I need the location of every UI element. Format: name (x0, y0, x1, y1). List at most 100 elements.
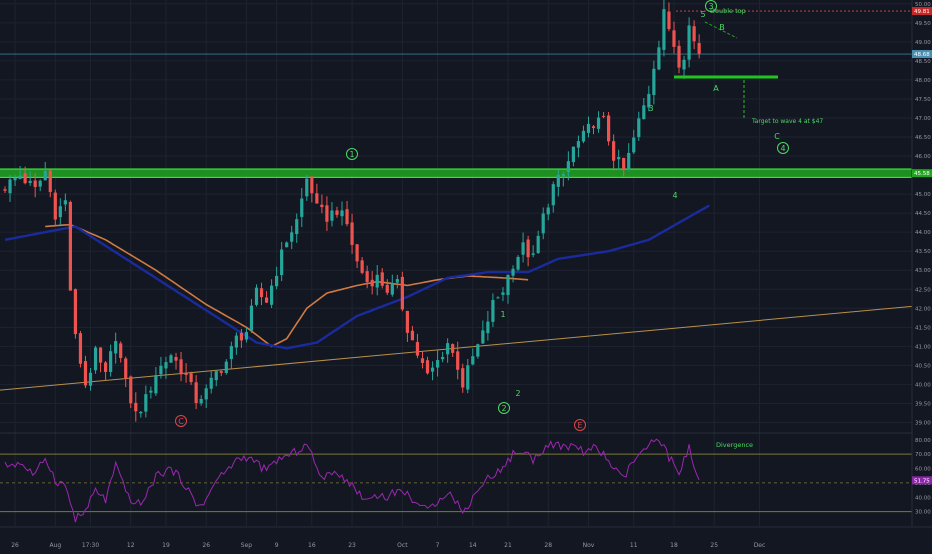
candle-body (249, 305, 254, 331)
price-tick-label: 48.50 (915, 59, 931, 65)
candle-body (149, 390, 153, 393)
price-tick-label: 41.50 (915, 325, 931, 331)
candle-body (395, 279, 399, 283)
candle-body (320, 204, 324, 208)
time-tick-label: 9 (275, 542, 279, 549)
time-tick-label: 18 (670, 542, 678, 549)
candle-body (345, 209, 349, 225)
time-tick-label: Aug (49, 542, 61, 549)
wave-label-2: 2 (515, 389, 520, 398)
candle-body (38, 180, 42, 187)
candle-body (456, 351, 460, 370)
candle-body (119, 343, 123, 358)
price-tick-label: 46.00 (915, 154, 931, 160)
candle-body (677, 45, 681, 68)
candle-body (511, 268, 515, 276)
candle-body (114, 341, 118, 354)
candle-body (521, 242, 525, 255)
price-tick-label: 49.50 (915, 21, 931, 27)
wave-label-c: C (774, 132, 780, 141)
candle-body (496, 297, 500, 299)
candle-body (154, 375, 158, 394)
price-tick-label: 50.00 (915, 2, 931, 8)
candle-body (310, 176, 314, 194)
candle-body (526, 239, 530, 258)
candle-body (642, 105, 646, 120)
candle-body (325, 205, 329, 222)
candles-layer (3, 0, 701, 422)
candle-body (385, 284, 389, 293)
candle-body (93, 347, 98, 371)
time-tick-label: Oct (397, 542, 408, 549)
time-tick-label: 28 (544, 542, 552, 549)
candle-body (13, 178, 17, 181)
candle-body (229, 346, 233, 360)
candle-body (209, 377, 213, 389)
price-tick-label: 44.50 (915, 211, 931, 217)
candle-body (300, 198, 304, 217)
candle-body (219, 371, 223, 373)
candle-body (441, 357, 445, 360)
candle-body (561, 174, 565, 177)
candle-body (586, 123, 591, 133)
candle-body (476, 344, 480, 357)
support-price-badge: 45.58 (914, 171, 930, 177)
candle-body (83, 361, 88, 386)
candle-body (169, 355, 173, 363)
candle-body (144, 394, 148, 412)
candle-body (8, 179, 12, 194)
candle-body (134, 402, 138, 412)
price-tick-label: 45.00 (915, 192, 931, 198)
candle-body (360, 260, 364, 273)
time-tick-label: 19 (162, 542, 170, 549)
wave-circled-4-ring (777, 142, 789, 154)
candle-body (269, 285, 274, 305)
candle-body (607, 115, 611, 142)
candle-body (285, 242, 289, 248)
divergence-label: Divergence (716, 441, 753, 449)
candle-body (420, 358, 425, 363)
wave-circled-3-ring (705, 0, 717, 12)
candle-body (435, 360, 440, 368)
candle-body (461, 368, 465, 388)
candle-body (652, 68, 656, 95)
candle-body (43, 170, 47, 181)
candle-body (687, 25, 691, 60)
candle-body (194, 382, 198, 403)
candle-body (627, 152, 631, 170)
candle-body (174, 356, 178, 361)
time-tick-label: 25 (710, 542, 718, 549)
candle-body (350, 222, 354, 245)
wave-circled-e-ring (574, 419, 586, 431)
price-axis-background (912, 0, 932, 550)
wave-circled-4: 4 (780, 144, 785, 153)
candle-body (471, 356, 475, 365)
rsi-panel (0, 438, 912, 523)
candle-body (571, 146, 575, 163)
candle-body (672, 30, 676, 47)
candle-body (179, 359, 183, 375)
candle-body (355, 244, 359, 262)
price-tick-label: 40.50 (915, 363, 931, 369)
price-tick-label: 42.50 (915, 287, 931, 293)
candle-body (486, 321, 490, 334)
price-tick-label: 43.00 (915, 268, 931, 274)
price-tick-label: 41.00 (915, 344, 931, 350)
candle-body (566, 161, 570, 173)
candle-body (199, 399, 203, 404)
wave-label-5: 5 (700, 10, 705, 19)
candle-body (204, 388, 208, 400)
candle-body (370, 279, 374, 287)
candle-body (410, 330, 415, 341)
wave-circled-2: 2 (501, 404, 506, 413)
candle-body (617, 157, 621, 160)
candle-body (390, 283, 394, 295)
candle-body (576, 141, 581, 148)
candle-body (697, 43, 701, 54)
candle-body (541, 213, 545, 234)
candle-body (315, 193, 319, 204)
indicator-lines-layer (0, 53, 913, 391)
candle-body (63, 200, 67, 205)
candle-body (546, 207, 550, 215)
